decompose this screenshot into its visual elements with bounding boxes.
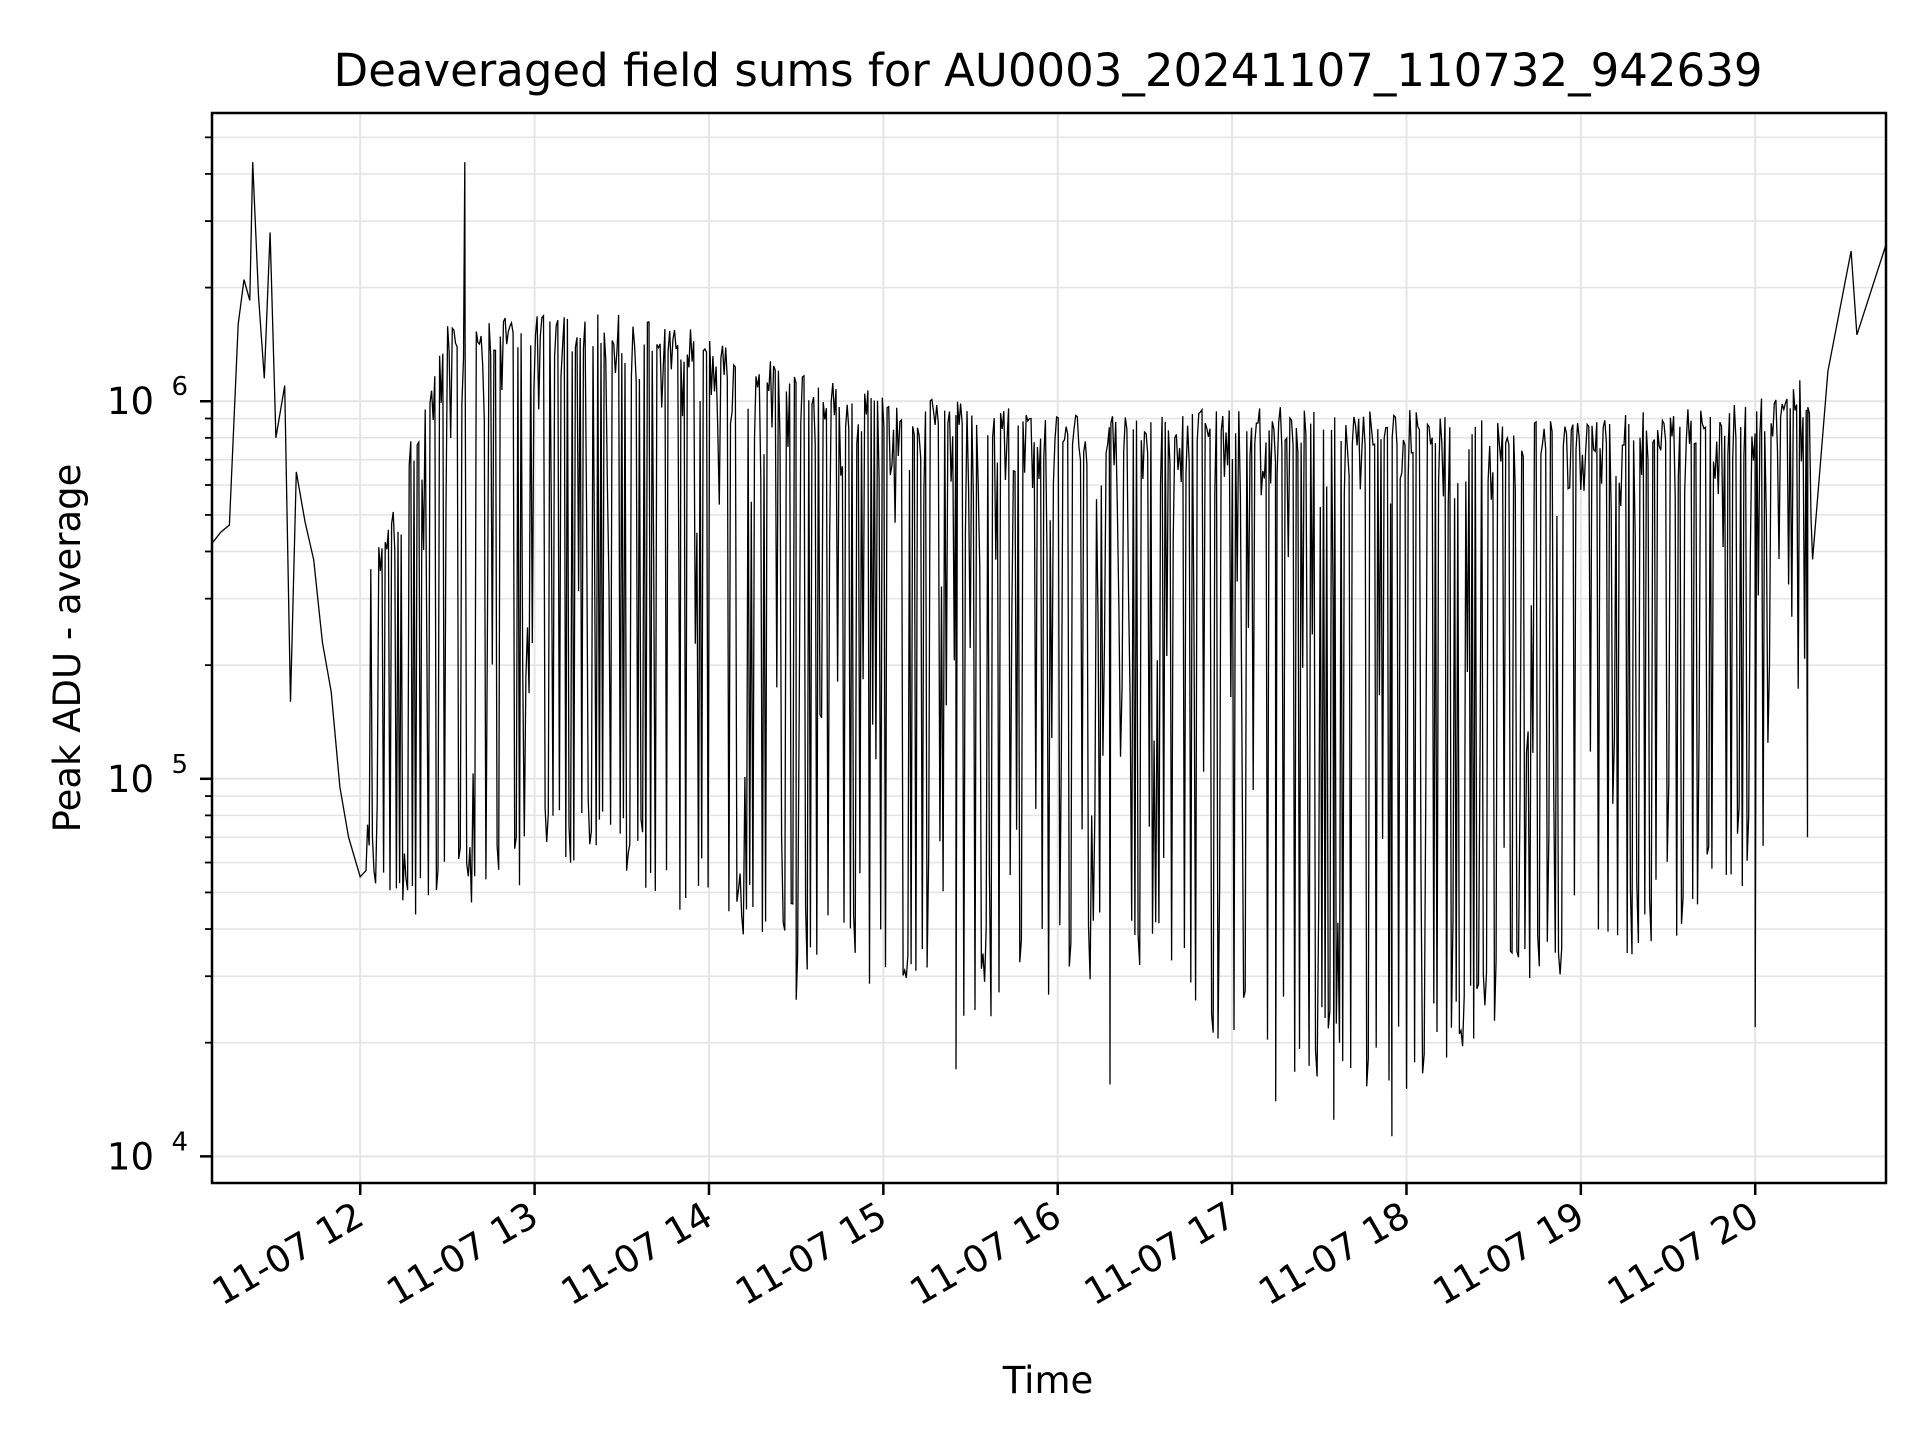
plot-frame <box>210 111 1888 1185</box>
y-tick-exponent: 6 <box>171 372 188 402</box>
y-tick-exponent: 5 <box>171 750 188 780</box>
x-axis-label: Time <box>1002 1359 1094 1402</box>
y-axis: 10 4 10 5 10 6 <box>107 136 212 1178</box>
y-tick-label: 10 <box>107 758 154 801</box>
plot-area <box>212 162 1886 1137</box>
y-tick-label: 10 <box>107 1135 154 1178</box>
y-tick-label: 10 <box>107 380 154 423</box>
y-axis-label: Peak ADU - average <box>46 464 89 833</box>
chart-title: Deaveraged field sums for AU0003_2024110… <box>334 44 1763 97</box>
series-line <box>212 162 1886 1137</box>
y-tick-exponent: 4 <box>171 1127 188 1157</box>
